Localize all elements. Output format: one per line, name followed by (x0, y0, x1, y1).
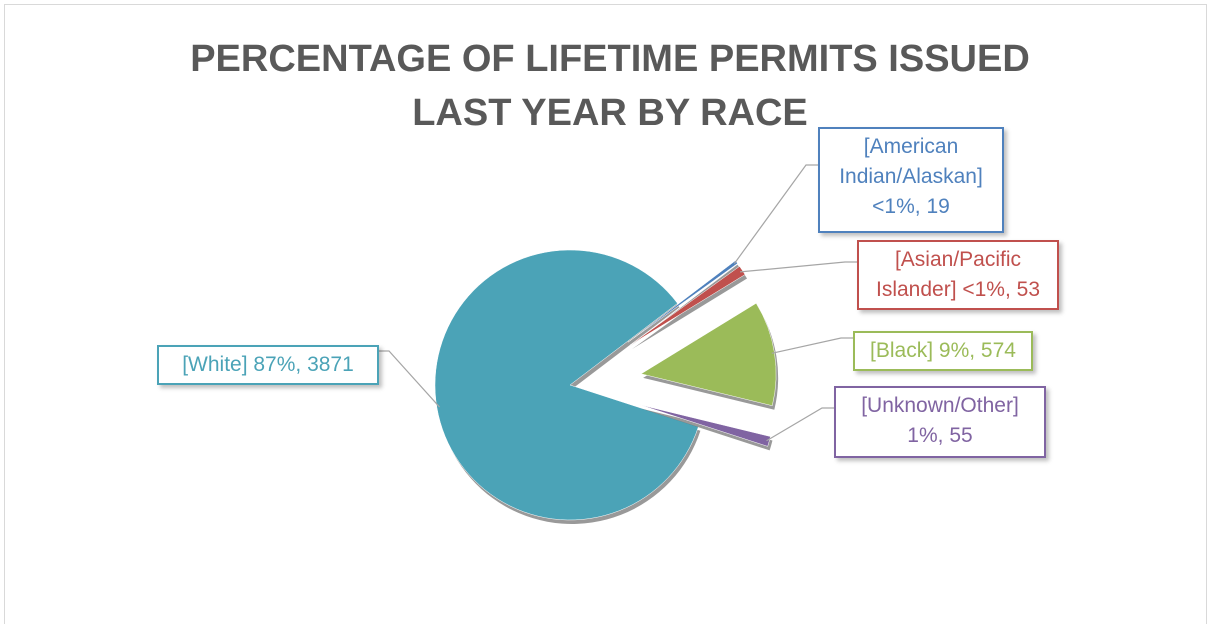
pie-slice (434, 249, 699, 521)
leader-line (379, 350, 440, 408)
pie-slice (639, 404, 771, 447)
leader-line (766, 407, 834, 442)
chart-title: PERCENTAGE OF LIFETIME PERMITS ISSUED LA… (190, 38, 1030, 134)
pie-slice (629, 266, 746, 346)
data-label: [Unknown/Other] 1%, 55 (834, 386, 1046, 458)
data-label: [American Indian/Alaskan] <1%, 19 (818, 127, 1004, 233)
leader-line (733, 164, 818, 264)
data-label: [White] 87%, 3871 (157, 345, 379, 385)
data-label: [Asian/Pacific Islander] <1%, 53 (857, 240, 1059, 310)
chart-frame (4, 4, 1207, 624)
leader-line (771, 337, 853, 354)
pie-slice (627, 260, 738, 343)
leader-line (740, 261, 857, 273)
pie-slice-shadow (641, 408, 773, 451)
data-label: [Black] 9%, 574 (853, 331, 1033, 371)
